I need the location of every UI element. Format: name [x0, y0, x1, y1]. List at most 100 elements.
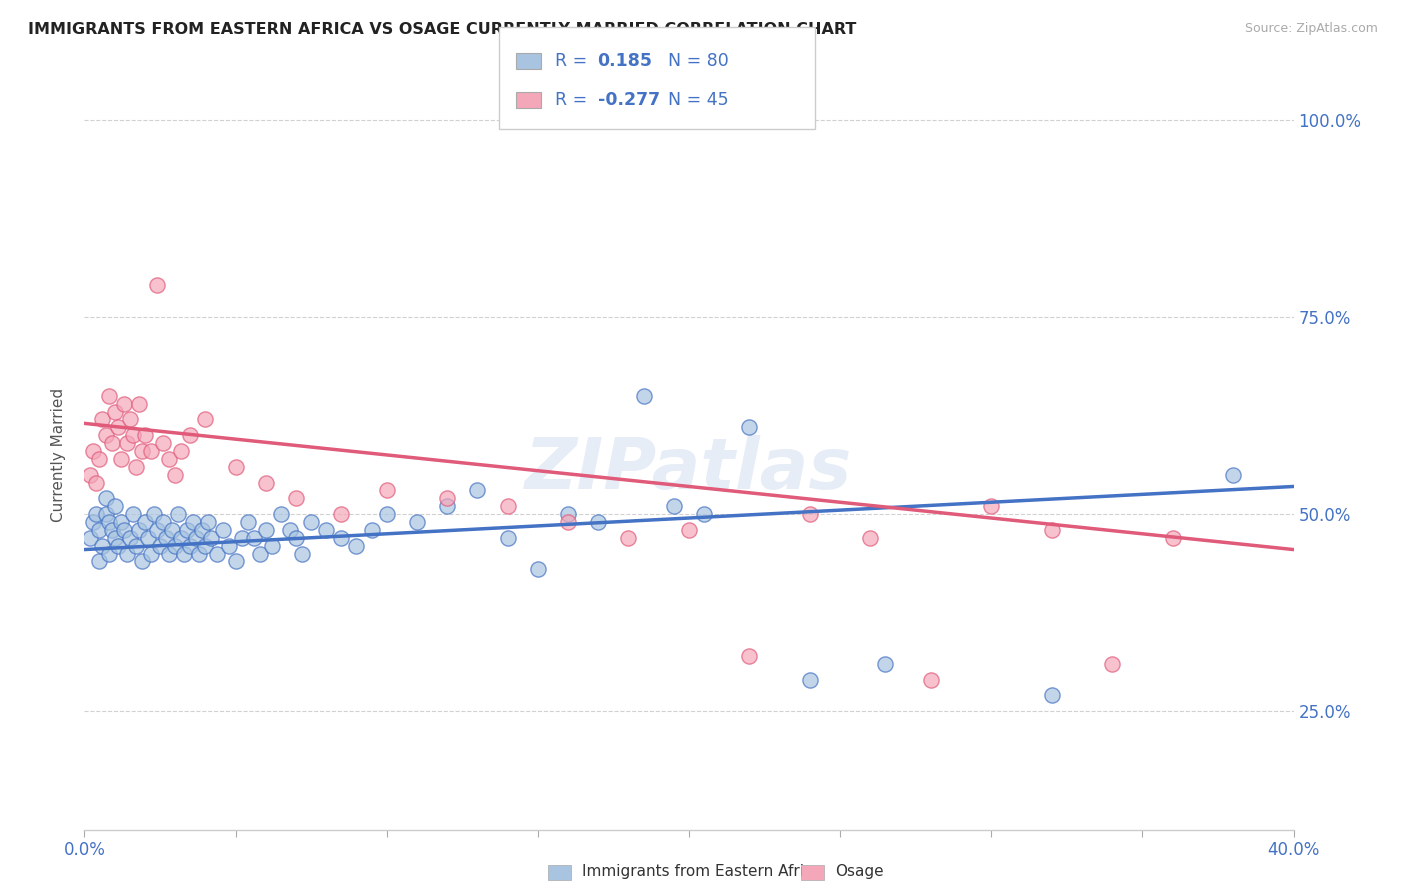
Point	[254, 475, 277, 490]
Point	[82, 444, 104, 458]
Point	[89, 451, 111, 466]
Point	[89, 554, 111, 568]
Point	[136, 531, 159, 545]
Point	[285, 491, 308, 506]
Point	[157, 451, 180, 466]
Point	[1222, 467, 1244, 482]
Point	[104, 499, 127, 513]
Point	[131, 444, 153, 458]
Text: R =: R =	[555, 91, 593, 109]
Point	[588, 515, 610, 529]
Point	[146, 278, 169, 293]
Point	[100, 436, 122, 450]
Point	[738, 648, 761, 663]
Point	[173, 547, 195, 561]
Point	[79, 531, 101, 545]
Point	[97, 389, 120, 403]
Text: Osage: Osage	[835, 864, 884, 879]
Point	[225, 554, 247, 568]
Point	[330, 507, 353, 521]
Point	[97, 515, 120, 529]
Point	[980, 499, 1002, 513]
Point	[165, 539, 187, 553]
Point	[285, 531, 308, 545]
Point	[104, 531, 127, 545]
Point	[115, 436, 138, 450]
Point	[86, 475, 108, 490]
Point	[242, 531, 264, 545]
Point	[1101, 657, 1123, 671]
Point	[121, 507, 143, 521]
Point	[128, 397, 150, 411]
Point	[406, 515, 429, 529]
Point	[118, 412, 141, 426]
Point	[118, 531, 141, 545]
Point	[104, 404, 127, 418]
Point	[375, 507, 398, 521]
Point	[1040, 689, 1063, 703]
Point	[875, 657, 897, 671]
Point	[799, 507, 821, 521]
Text: -0.277: -0.277	[598, 91, 659, 109]
Point	[112, 397, 135, 411]
Point	[231, 531, 253, 545]
Point	[557, 515, 579, 529]
Point	[128, 523, 150, 537]
Point	[179, 428, 201, 442]
Point	[920, 673, 942, 687]
Point	[225, 459, 247, 474]
Point	[291, 547, 314, 561]
Point	[186, 531, 208, 545]
Point	[179, 539, 201, 553]
Point	[197, 515, 219, 529]
Point	[157, 547, 180, 561]
Point	[94, 428, 117, 442]
Point	[191, 523, 214, 537]
Point	[131, 554, 153, 568]
Point	[97, 547, 120, 561]
Point	[139, 444, 162, 458]
Point	[315, 523, 337, 537]
Point	[139, 547, 162, 561]
Point	[100, 523, 122, 537]
Point	[146, 523, 169, 537]
Y-axis label: Currently Married: Currently Married	[51, 388, 66, 522]
Point	[170, 531, 193, 545]
Point	[1040, 523, 1063, 537]
Text: 0.185: 0.185	[598, 52, 652, 70]
Point	[617, 531, 640, 545]
Point	[207, 547, 229, 561]
Point	[149, 539, 172, 553]
Point	[633, 389, 655, 403]
Point	[260, 539, 283, 553]
Point	[115, 547, 138, 561]
Point	[142, 507, 165, 521]
Point	[91, 539, 114, 553]
Point	[165, 467, 187, 482]
Point	[1161, 531, 1184, 545]
Point	[152, 515, 174, 529]
Point	[110, 515, 132, 529]
Text: IMMIGRANTS FROM EASTERN AFRICA VS OSAGE CURRENTLY MARRIED CORRELATION CHART: IMMIGRANTS FROM EASTERN AFRICA VS OSAGE …	[28, 22, 856, 37]
Point	[194, 412, 217, 426]
Text: Immigrants from Eastern Africa: Immigrants from Eastern Africa	[582, 864, 823, 879]
Point	[134, 515, 156, 529]
Point	[799, 673, 821, 687]
Point	[436, 499, 458, 513]
Text: N = 80: N = 80	[657, 52, 728, 70]
Point	[527, 562, 550, 576]
Point	[496, 499, 519, 513]
Point	[112, 523, 135, 537]
Point	[125, 539, 148, 553]
Point	[94, 507, 117, 521]
Point	[167, 507, 190, 521]
Point	[152, 436, 174, 450]
Point	[859, 531, 882, 545]
Point	[86, 507, 108, 521]
Text: Source: ZipAtlas.com: Source: ZipAtlas.com	[1244, 22, 1378, 36]
Point	[188, 547, 211, 561]
Point	[134, 428, 156, 442]
Point	[662, 499, 685, 513]
Point	[254, 523, 277, 537]
Point	[467, 483, 489, 498]
